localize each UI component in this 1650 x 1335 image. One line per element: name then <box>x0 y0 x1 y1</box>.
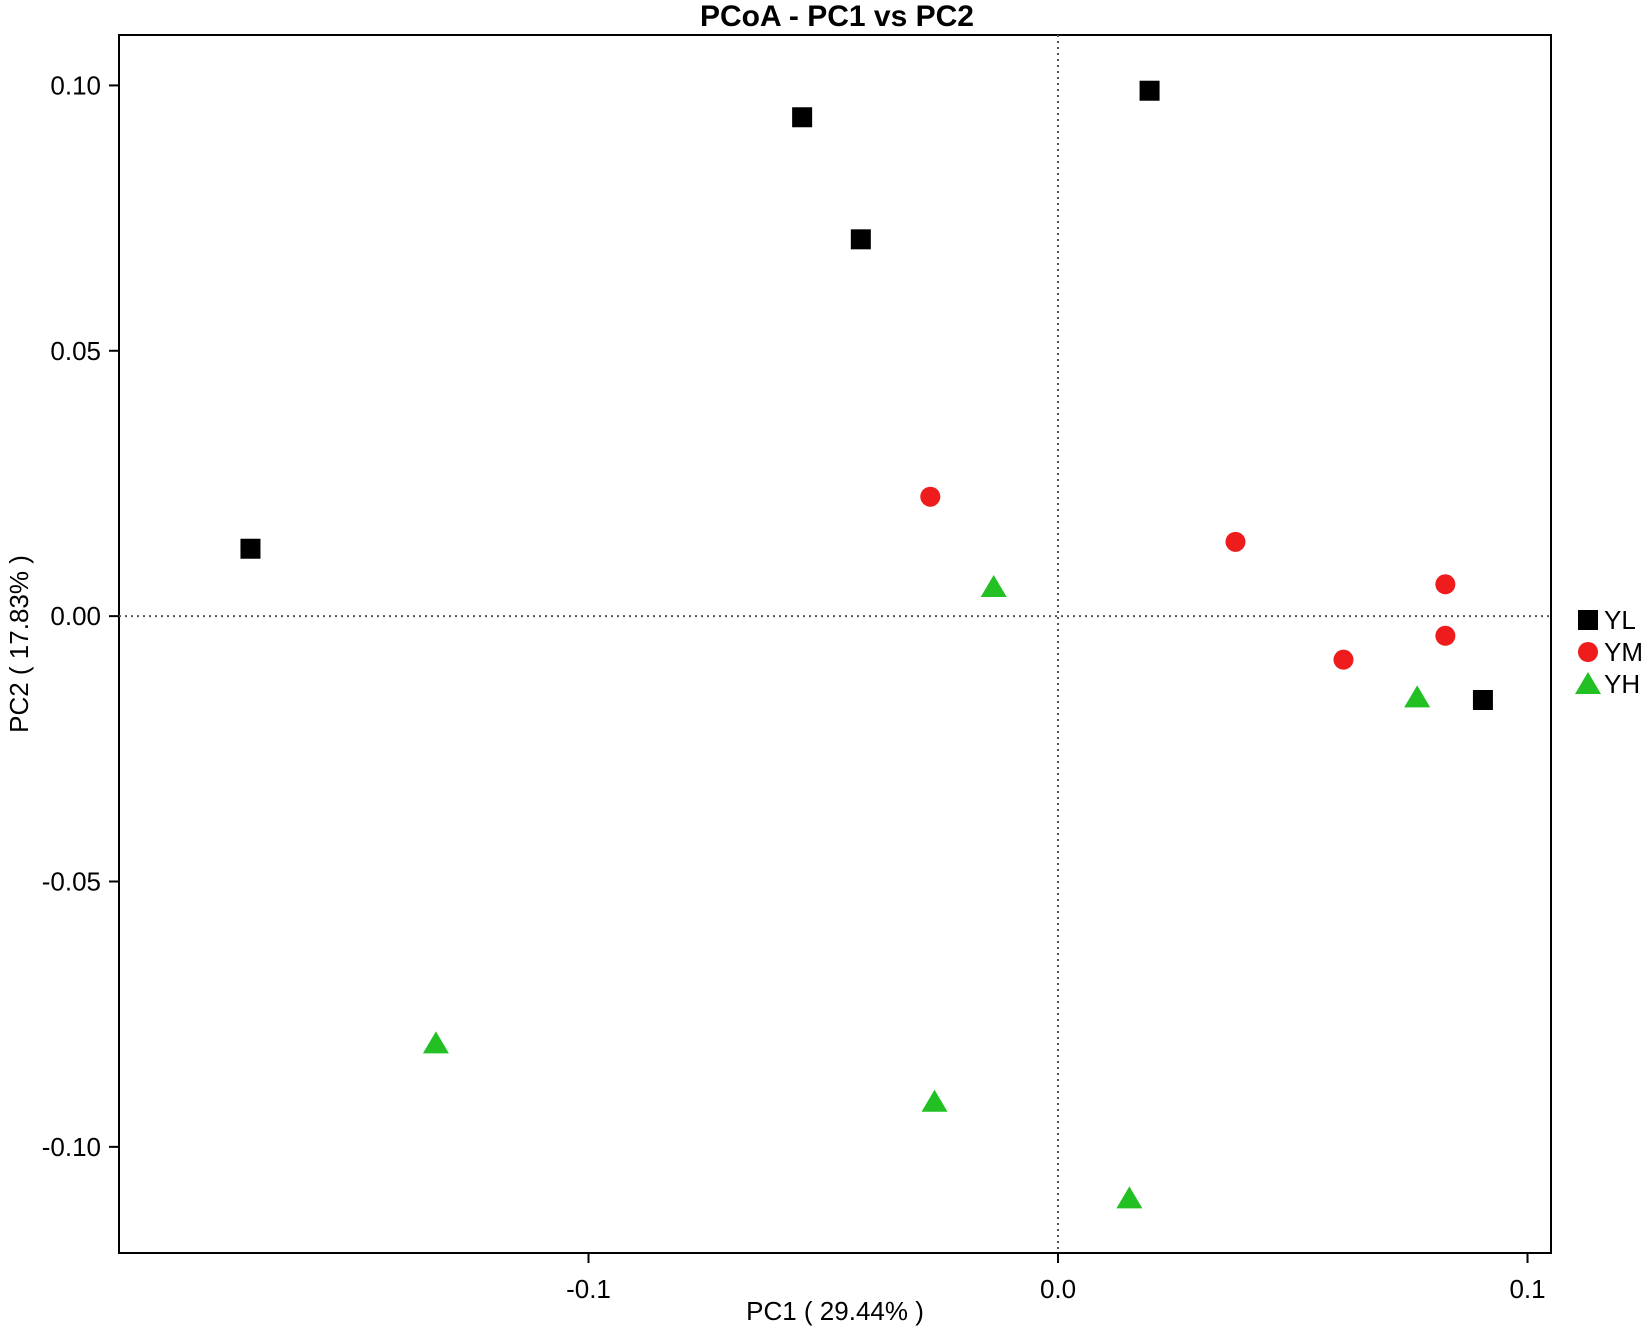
y-axis: 0.10 0.05 0.00 -0.05 -0.10 <box>42 70 119 1162</box>
x-axis: -0.1 0.0 0.1 <box>566 1253 1546 1304</box>
point-yh <box>1116 1186 1143 1209</box>
legend-label-yh: YH <box>1604 669 1640 699</box>
x-tick-label: 0.1 <box>1509 1274 1545 1304</box>
legend-label-ym: YM <box>1604 637 1643 667</box>
y-tick-label: 0.10 <box>50 70 101 100</box>
point-yh <box>422 1031 449 1054</box>
point-yl <box>1139 80 1160 101</box>
point-ym <box>920 486 941 507</box>
point-ym <box>1435 625 1456 646</box>
reference-lines <box>119 35 1551 1253</box>
x-tick-label: 0.0 <box>1040 1274 1076 1304</box>
point-yh <box>1404 685 1431 708</box>
y-axis-label: PC2 ( 17.83% ) <box>4 555 34 733</box>
x-axis-label: PC1 ( 29.44% ) <box>746 1296 924 1326</box>
point-ym <box>1333 649 1354 670</box>
legend-marker-yl <box>1578 610 1598 630</box>
plot-area <box>118 34 1552 1254</box>
legend-label-yl: YL <box>1604 605 1636 635</box>
point-yl <box>850 229 871 250</box>
y-tick-label: 0.05 <box>50 336 101 366</box>
point-ym <box>1435 574 1456 595</box>
legend-marker-yh <box>1575 672 1601 694</box>
point-yl <box>1472 689 1493 710</box>
chart-title: PCoA - PC1 vs PC2 <box>700 0 974 33</box>
point-yl <box>792 107 813 128</box>
x-tick-label: -0.1 <box>566 1274 611 1304</box>
point-yh <box>980 574 1007 597</box>
point-yh <box>921 1089 948 1112</box>
y-tick-label: -0.05 <box>42 866 101 896</box>
point-yl <box>240 538 261 559</box>
point-ym <box>1225 531 1246 552</box>
y-tick-label: 0.00 <box>50 601 101 631</box>
y-tick-label: -0.10 <box>42 1132 101 1162</box>
legend-marker-ym <box>1578 642 1598 662</box>
data-points <box>240 80 1493 1209</box>
